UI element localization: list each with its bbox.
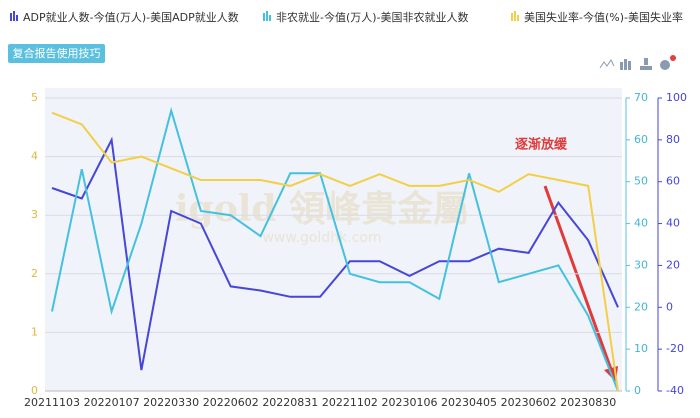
y2-tick-label: 10: [634, 342, 648, 355]
legend-label[interactable]: ADP就业人数-今值(万人)-美国ADP就业人数: [23, 10, 239, 24]
x-tick-label: 20211103: [24, 396, 80, 409]
legend-icon: [511, 13, 513, 21]
x-tick-label: 20221102: [322, 396, 378, 409]
icon-download-part: [644, 58, 648, 65]
legend-icon: [269, 15, 271, 21]
y3-tick-label: 60: [666, 175, 680, 188]
y2-tick-label: 40: [634, 217, 648, 230]
y3-tick-label: 100: [666, 91, 687, 104]
y-tick-label: 1: [31, 325, 38, 338]
x-tick-label: 20220602: [203, 396, 259, 409]
annotation: 逐渐放缓: [515, 137, 568, 153]
plot-area: [45, 88, 622, 391]
legend-icon: [263, 13, 265, 21]
arrow: [543, 185, 614, 373]
x-tick-label: 20230106: [381, 396, 437, 409]
y3-tick-label: 0: [666, 300, 673, 313]
watermark: igold 領峰貴金屬: [175, 188, 469, 230]
series-line: [51, 136, 619, 371]
x-tick-label: 20230830: [560, 396, 616, 409]
x-tick-label: 20230602: [501, 396, 557, 409]
y2-tick-label: 20: [634, 300, 648, 313]
legend-icon: [514, 11, 516, 21]
x-tick-label: 20220831: [262, 396, 318, 409]
icon-line[interactable]: [599, 59, 615, 69]
y-tick-label: 5: [31, 91, 38, 104]
y3-tick-label: 80: [666, 133, 680, 146]
y-tick-label: 2: [31, 267, 38, 280]
x-tick-label: 20230405: [441, 396, 497, 409]
y2-tick-label: 30: [634, 258, 648, 271]
legend-icon: [13, 11, 15, 21]
watermark-url: www.goldhk.com: [262, 230, 381, 246]
y-tick-label: 4: [31, 150, 38, 163]
icon-bar-part: [628, 61, 631, 70]
y2-tick-label: 60: [634, 133, 648, 146]
y-tick-label: 3: [31, 208, 38, 221]
badge: [670, 55, 676, 61]
icon-download[interactable]: [640, 66, 652, 70]
y2-tick-label: 70: [634, 91, 648, 104]
legend-icon: [16, 15, 18, 21]
legend-icon: [517, 15, 519, 21]
legend-icon: [10, 13, 12, 21]
tips-button[interactable]: 复合报告使用技巧: [8, 44, 105, 63]
y3-tick-label: -20: [666, 342, 684, 355]
icon-bar-part: [624, 59, 627, 70]
legend-label[interactable]: 美国失业率-今值(%)-美国失业率: [524, 10, 683, 24]
y2-tick-label: 50: [634, 175, 648, 188]
legend-label[interactable]: 非农就业-今值(万人)-美国非农就业人数: [276, 10, 469, 24]
legend-icon: [266, 11, 268, 21]
toolbar-icons[interactable]: [599, 55, 676, 70]
y3-tick-label: -40: [666, 384, 684, 397]
x-tick-label: 20220330: [143, 396, 199, 409]
icon-settings[interactable]: [660, 60, 670, 70]
icon-bar[interactable]: [620, 62, 623, 70]
y3-tick-label: 40: [666, 217, 680, 230]
x-tick-label: 20220107: [84, 396, 140, 409]
series-line: [51, 111, 619, 392]
y2-tick-label: 0: [634, 384, 641, 397]
y3-tick-label: 20: [666, 258, 680, 271]
series-line: [51, 106, 619, 392]
y-tick-label: 0: [31, 384, 38, 397]
